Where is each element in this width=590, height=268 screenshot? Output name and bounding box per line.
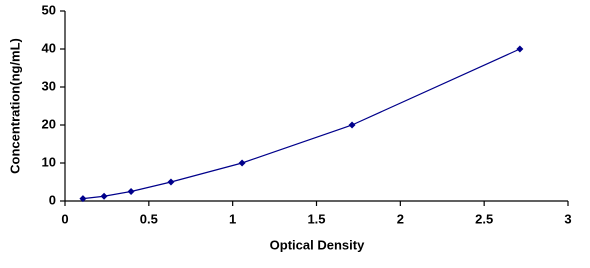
x-tick-label: 0 (61, 211, 68, 226)
point (100, 192, 108, 200)
y-axis-title: Concentration(ng/mL) (7, 38, 22, 174)
x-tick-label: 2.5 (475, 211, 493, 226)
point (348, 121, 356, 129)
y-tick-label: 50 (42, 2, 56, 17)
y-tick-label: 40 (42, 40, 56, 55)
x-tick-label: 1 (229, 211, 236, 226)
y-tick-label: 20 (42, 116, 56, 131)
point (238, 159, 246, 167)
x-axis-title: Optical Density (270, 237, 365, 252)
x-tick-label: 3 (564, 211, 571, 226)
point (516, 45, 524, 53)
point (167, 178, 175, 186)
x-tick-label: 0.5 (140, 211, 158, 226)
point (79, 195, 87, 203)
y-tick-label: 0 (49, 192, 56, 207)
x-tick-label: 1.5 (307, 211, 325, 226)
point (127, 188, 135, 195)
x-tick-label: 2 (397, 211, 404, 226)
y-tick-label: 10 (42, 154, 56, 169)
curve (82, 48, 521, 200)
y-tick-label: 30 (42, 78, 56, 93)
